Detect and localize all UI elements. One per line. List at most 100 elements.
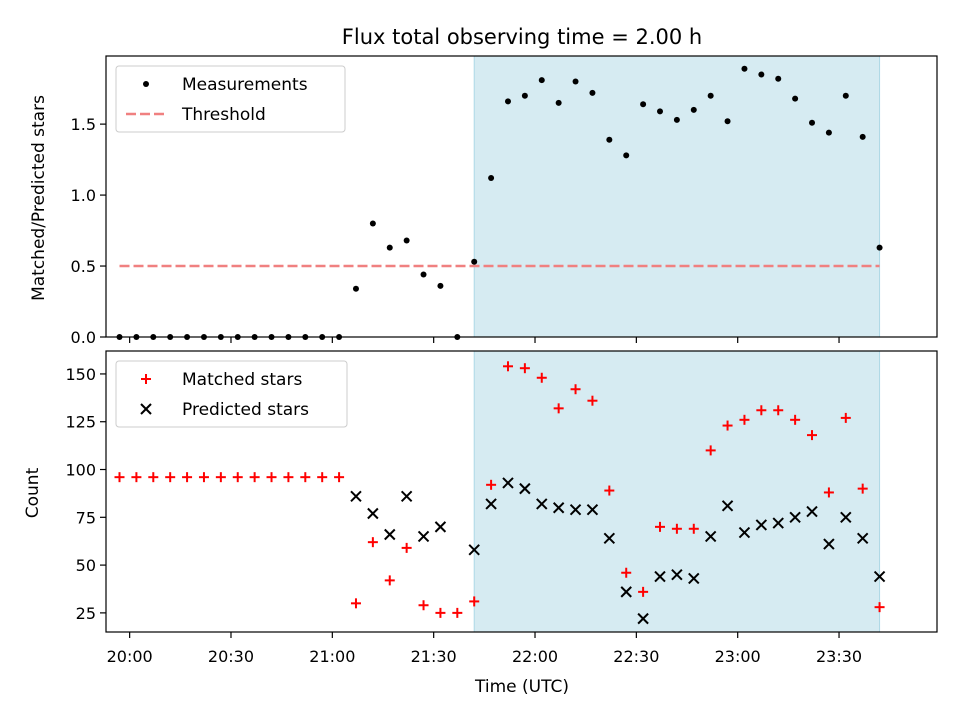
matched-point <box>418 600 429 611</box>
matched-point <box>874 602 885 613</box>
matched-point <box>840 412 851 423</box>
matched-point <box>367 537 378 548</box>
measurement-point <box>825 129 832 136</box>
legend-label: Matched stars <box>182 370 302 390</box>
predicted-point-b <box>721 500 734 512</box>
y-tick-label: 100 <box>65 461 96 480</box>
predicted-point <box>417 530 430 543</box>
legend-box <box>115 65 346 133</box>
matched-point <box>536 372 547 383</box>
predicted-point <box>434 521 447 533</box>
observing-band <box>473 55 881 338</box>
matched-point <box>165 472 176 483</box>
y-tick-label: 125 <box>65 413 96 432</box>
predicted-point <box>671 568 683 581</box>
predicted-point-b <box>384 528 396 541</box>
matched-point <box>705 445 716 456</box>
y-axis-label-count: Count <box>23 467 43 518</box>
predicted-point-b <box>755 519 768 531</box>
measurement-point <box>420 271 427 278</box>
measurement-point <box>707 92 714 99</box>
predicted-point <box>806 505 818 518</box>
measurement-point <box>876 244 883 251</box>
measurement-point <box>403 237 410 244</box>
predicted-point <box>586 503 599 516</box>
measurement-point <box>572 78 579 85</box>
matched-point <box>823 487 834 498</box>
predicted-point <box>738 526 751 539</box>
matched-point <box>502 361 513 372</box>
matched-point <box>232 472 243 483</box>
measurement-point <box>352 285 359 292</box>
predicted-point-b <box>367 507 379 520</box>
y-tick-label: 25 <box>76 604 96 623</box>
x-tick-label: 21:30 <box>411 647 457 666</box>
ratio-panel: 0.0 0.5 1.0 1.5 Measurements Threshold <box>71 55 938 347</box>
measurement-point <box>842 92 849 99</box>
matched-point <box>469 596 480 607</box>
predicted-point-b <box>400 490 413 502</box>
predicted-point-b <box>738 526 751 539</box>
matched-point <box>638 586 649 597</box>
measurement-point <box>690 106 697 113</box>
y-tick-label: 150 <box>65 365 96 384</box>
legend-label: Threshold <box>181 105 266 125</box>
legend-box <box>115 360 348 428</box>
matched-point <box>587 395 598 406</box>
axes-frame <box>105 350 938 633</box>
predicted-point-b <box>637 612 649 625</box>
measurement-point <box>606 136 613 143</box>
predicted-point <box>772 517 784 529</box>
matched-point <box>182 472 193 483</box>
predicted-point-b <box>603 532 616 545</box>
matched-point <box>283 472 294 483</box>
predicted-point <box>536 498 548 510</box>
matched-point <box>435 607 446 618</box>
measurement-point <box>386 244 393 251</box>
predicted-point-b <box>536 498 548 510</box>
measurement-point <box>657 108 663 115</box>
predicted-point <box>400 490 413 502</box>
y-tick-label: 1.5 <box>71 115 96 134</box>
predicted-point-b <box>468 544 480 556</box>
predicted-point-b <box>485 498 497 510</box>
matched-point <box>519 363 530 374</box>
predicted-point-b <box>806 505 818 518</box>
measurement-point <box>437 282 444 289</box>
matched-point <box>350 598 361 609</box>
measurement-point <box>623 152 630 159</box>
legend-dot-marker <box>143 81 149 87</box>
matched-point <box>249 472 260 483</box>
matched-point <box>688 523 699 534</box>
predicted-point <box>485 498 497 510</box>
predicted-point-b <box>772 517 784 529</box>
matched-point <box>300 472 311 483</box>
matched-point <box>790 414 801 425</box>
predicted-point <box>856 532 869 545</box>
predicted-point-b <box>620 586 632 598</box>
measurement-point <box>538 77 545 84</box>
predicted-point <box>502 477 514 489</box>
matched-point <box>452 607 463 618</box>
x-tick-label: 20:00 <box>107 647 153 666</box>
x-tick-label: 23:30 <box>816 647 862 666</box>
predicted-point <box>350 490 362 502</box>
predicted-point-b <box>840 511 852 524</box>
predicted-point <box>519 482 531 495</box>
predicted-point <box>367 507 379 520</box>
legend-label: Predicted stars <box>182 400 309 420</box>
matched-point <box>215 472 226 483</box>
predicted-point-b <box>350 490 362 502</box>
predicted-point <box>569 503 582 516</box>
matched-point <box>486 479 497 490</box>
predicted-point-b <box>519 482 531 495</box>
matched-point <box>334 472 345 483</box>
predicted-point <box>552 502 565 514</box>
predicted-point <box>721 500 734 512</box>
measurement-point <box>859 133 866 140</box>
matched-point <box>857 483 868 494</box>
measurement-point <box>758 71 765 78</box>
predicted-point <box>789 511 801 524</box>
y-tick-label: 0.5 <box>71 257 96 276</box>
measurement-point <box>809 119 816 126</box>
